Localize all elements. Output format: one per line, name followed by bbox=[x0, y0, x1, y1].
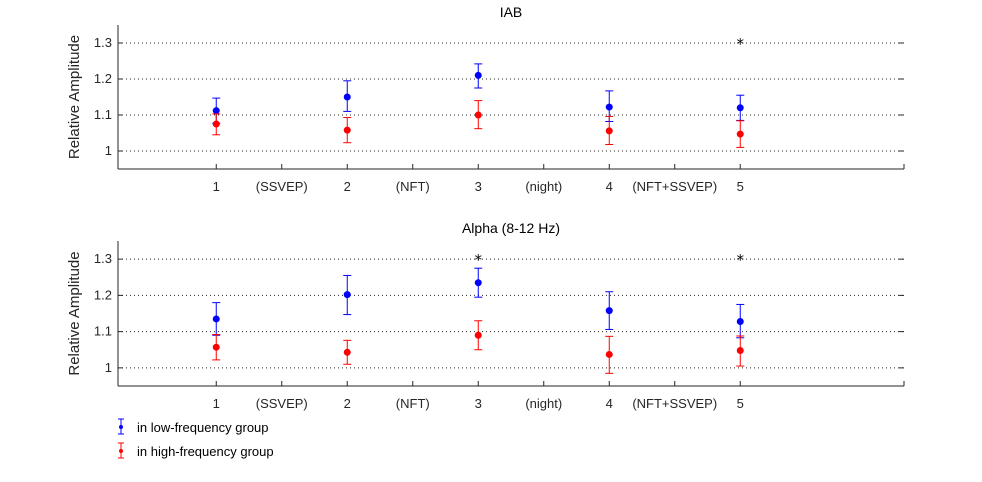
legend-high-marker bbox=[119, 449, 123, 453]
data-point bbox=[212, 107, 220, 115]
significance-marker: * bbox=[475, 251, 483, 269]
legend-item-high: in high-frequency group bbox=[118, 442, 274, 459]
data-point bbox=[474, 279, 482, 287]
x-tick-label: 2 bbox=[344, 396, 351, 411]
data-point bbox=[736, 317, 744, 325]
data-point bbox=[474, 331, 482, 339]
data-point bbox=[605, 127, 613, 135]
x-tick-label: (SSVEP) bbox=[256, 396, 308, 411]
y-tick-label: 1.3 bbox=[94, 35, 112, 50]
data-point bbox=[474, 111, 482, 119]
data-point bbox=[212, 315, 220, 323]
data-point bbox=[736, 130, 744, 138]
legend-high-label: in high-frequency group bbox=[137, 444, 274, 459]
significance-marker: * bbox=[737, 251, 745, 269]
y-tick-label: 1 bbox=[105, 143, 112, 158]
data-point bbox=[474, 71, 482, 79]
legend-low-marker bbox=[119, 425, 123, 429]
y-tick-label: 1.3 bbox=[94, 251, 112, 266]
x-tick-label: 3 bbox=[475, 396, 482, 411]
data-point bbox=[736, 346, 744, 354]
data-point bbox=[343, 93, 351, 101]
significance-marker: * bbox=[737, 35, 745, 53]
x-tick-label: 4 bbox=[606, 179, 613, 194]
x-tick-label: (SSVEP) bbox=[256, 179, 308, 194]
data-point bbox=[605, 307, 613, 315]
data-point bbox=[605, 103, 613, 111]
x-tick-label: (NFT+SSVEP) bbox=[632, 396, 717, 411]
y-tick-label: 1.1 bbox=[94, 324, 112, 339]
x-tick-label: 5 bbox=[737, 179, 744, 194]
x-tick-label: (night) bbox=[525, 179, 562, 194]
chart-title: IAB bbox=[500, 4, 523, 20]
iab-panel: 1 1.1 1.2 1.3 1 (SSVEP) 2 (NFT) 3 (night) 4 (NFT+SS… bbox=[66, 4, 905, 194]
series-high-frequency bbox=[212, 320, 745, 374]
chart-title: Alpha (8-12 Hz) bbox=[462, 220, 560, 236]
y-tick-label: 1 bbox=[105, 360, 112, 375]
alpha-panel: 1 1.1 1.2 1.3 1 (SSVEP) 2 (NFT) 3 (night) 4 (NFT+SS… bbox=[66, 220, 905, 411]
x-tick-label: 1 bbox=[213, 179, 220, 194]
x-tick-label: 3 bbox=[475, 179, 482, 194]
x-tick-label: (NFT) bbox=[396, 179, 430, 194]
data-point bbox=[343, 348, 351, 356]
legend-item-low: in low-frequency group bbox=[118, 418, 269, 435]
data-point bbox=[343, 126, 351, 134]
legend-low-label: in low-frequency group bbox=[137, 420, 269, 435]
series-high-frequency bbox=[212, 100, 745, 148]
x-tick-label: 4 bbox=[606, 396, 613, 411]
data-point bbox=[736, 104, 744, 112]
y-axis-label: Relative Amplitude bbox=[66, 251, 83, 375]
data-point bbox=[343, 291, 351, 299]
x-tick-label: 5 bbox=[737, 396, 744, 411]
x-tick-label: (NFT+SSVEP) bbox=[632, 179, 717, 194]
x-tick-label: 1 bbox=[213, 396, 220, 411]
series-low-frequency bbox=[212, 267, 745, 339]
data-point bbox=[212, 120, 220, 128]
data-point bbox=[605, 350, 613, 358]
y-tick-label: 1.1 bbox=[94, 107, 112, 122]
data-point bbox=[212, 343, 220, 351]
y-tick-label: 1.2 bbox=[94, 71, 112, 86]
y-axis-label: Relative Amplitude bbox=[66, 35, 83, 159]
y-tick-label: 1.2 bbox=[94, 287, 112, 302]
x-tick-label: (NFT) bbox=[396, 396, 430, 411]
x-tick-label: (night) bbox=[525, 396, 562, 411]
x-tick-label: 2 bbox=[344, 179, 351, 194]
legend: in low-frequency group in high-frequency… bbox=[118, 418, 274, 459]
